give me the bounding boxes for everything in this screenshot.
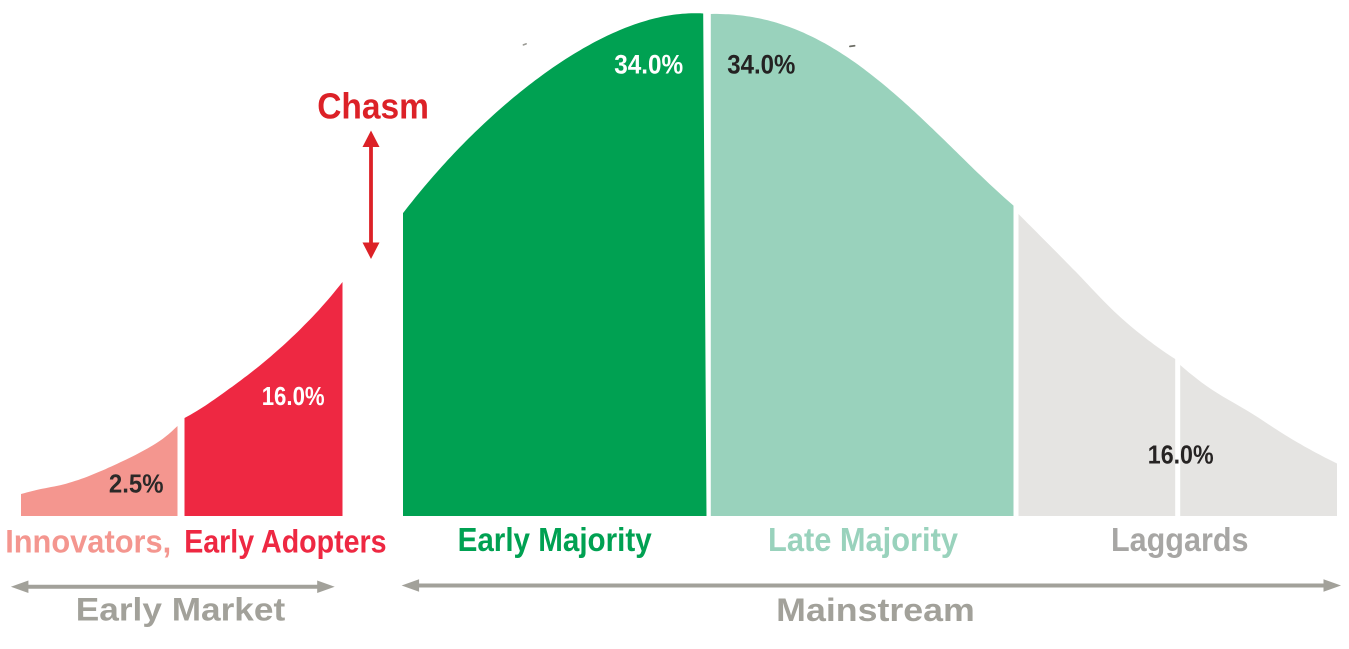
svg-text:16.0%: 16.0% bbox=[1148, 439, 1214, 469]
svg-text:Late Majority: Late Majority bbox=[768, 521, 959, 558]
svg-text:Mainstream: Mainstream bbox=[776, 592, 975, 628]
svg-text:Early Adopters: Early Adopters bbox=[184, 523, 386, 559]
svg-text:Laggards: Laggards bbox=[1111, 521, 1249, 558]
svg-text:34.0%: 34.0% bbox=[614, 49, 683, 79]
svg-text:2.5%: 2.5% bbox=[109, 468, 164, 498]
svg-text:34.0%: 34.0% bbox=[727, 49, 795, 79]
svg-text:Early Market: Early Market bbox=[76, 592, 286, 628]
svg-text:Early Majority: Early Majority bbox=[458, 521, 653, 558]
svg-text:Innovators,: Innovators, bbox=[5, 523, 171, 559]
svg-text:Chasm: Chasm bbox=[317, 85, 429, 126]
svg-text:16.0%: 16.0% bbox=[262, 383, 325, 411]
